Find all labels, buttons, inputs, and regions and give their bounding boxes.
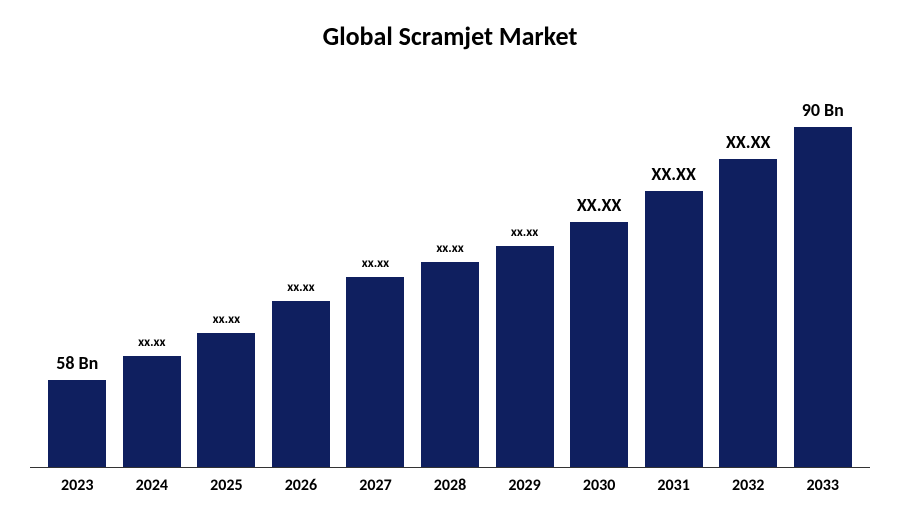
bar-group: xx.xx	[419, 72, 482, 467]
plot-area: 58 Bn xx.xx xx.xx xx.xx xx.xx xx.xx xx.xx XX.XX…	[30, 72, 870, 468]
bar-group: XX.XX	[717, 72, 780, 467]
bar-group: 90 Bn	[791, 72, 854, 467]
x-tick-label: 2028	[419, 476, 482, 495]
x-tick-label: 2026	[270, 476, 333, 495]
x-tick-label: 2024	[121, 476, 184, 495]
bar	[570, 222, 628, 467]
x-tick-label: 2029	[493, 476, 556, 495]
bar-value-label: XX.XX	[726, 131, 770, 153]
bar	[794, 127, 852, 467]
x-tick-label: 2033	[791, 476, 854, 495]
bar-value-label: xx.xx	[436, 241, 463, 256]
bar-value-label: xx.xx	[138, 335, 165, 350]
bar-value-label: XX.XX	[577, 194, 621, 216]
bar-group: xx.xx	[270, 72, 333, 467]
bar	[421, 262, 479, 467]
bar-value-label: xx.xx	[511, 225, 538, 240]
bar	[123, 356, 181, 467]
x-tick-label: 2030	[568, 476, 631, 495]
bar-group: XX.XX	[642, 72, 705, 467]
bar-value-label: xx.xx	[213, 312, 240, 327]
bar-group: xx.xx	[121, 72, 184, 467]
bar	[719, 159, 777, 467]
bar-group: XX.XX	[568, 72, 631, 467]
bar-group: xx.xx	[344, 72, 407, 467]
chart-title: Global Scramjet Market	[30, 20, 870, 52]
bar-group: xx.xx	[195, 72, 258, 467]
bar	[197, 333, 255, 467]
bar-value-label: 58 Bn	[56, 352, 98, 374]
bar	[272, 301, 330, 467]
bar-group: 58 Bn	[46, 72, 109, 467]
bar-value-label: xx.xx	[287, 280, 314, 295]
bar-group: xx.xx	[493, 72, 556, 467]
x-tick-label: 2032	[717, 476, 780, 495]
bar-value-label: xx.xx	[362, 256, 389, 271]
bar	[346, 277, 404, 467]
bar	[48, 380, 106, 467]
x-tick-label: 2031	[642, 476, 705, 495]
x-tick-label: 2023	[46, 476, 109, 495]
x-tick-label: 2027	[344, 476, 407, 495]
bar-value-label: XX.XX	[651, 163, 695, 185]
x-axis: 2023 2024 2025 2026 2027 2028 2029 2030 2031 2032…	[30, 468, 870, 495]
bar	[645, 191, 703, 468]
bar	[496, 246, 554, 467]
x-tick-label: 2025	[195, 476, 258, 495]
bar-value-label: 90 Bn	[802, 99, 844, 121]
chart-container: Global Scramjet Market 58 Bn xx.xx xx.xx xx…	[0, 0, 900, 525]
